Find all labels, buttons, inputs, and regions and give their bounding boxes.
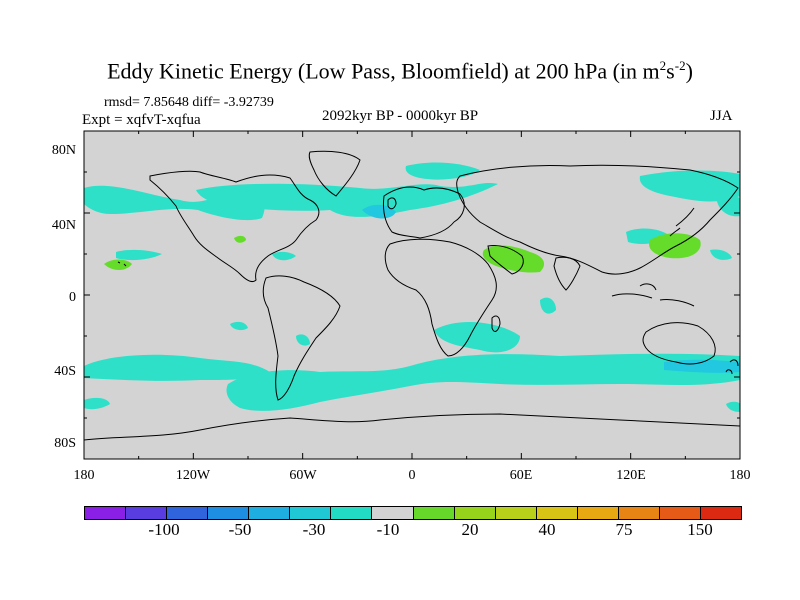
lat-label: 40S — [54, 364, 76, 379]
colorbar-swatch — [413, 507, 455, 519]
anomaly-teal-north-pacific — [84, 185, 265, 221]
coast-japan — [669, 207, 695, 237]
lat-label: 0 — [69, 290, 76, 305]
anomaly-teal-west-pacific — [710, 249, 732, 260]
colorbar-label: -10 — [376, 520, 400, 539]
coast-greenland — [308, 150, 361, 197]
anomaly-teal-north-america — [196, 183, 498, 217]
colorbar-swatch — [577, 507, 619, 519]
anomaly-green-atlantic-small — [234, 235, 246, 243]
anomaly-teal-south-pacific-west — [84, 397, 110, 410]
anomaly-cyan-south-indian — [664, 359, 740, 373]
anomaly-teal-central-pacific — [116, 249, 162, 261]
coast-antarctica — [84, 413, 740, 441]
experiment-label: Expt = xqfvT-xqfua — [82, 112, 201, 128]
coast-australia — [642, 322, 716, 365]
lon-label: 60E — [509, 468, 533, 483]
colorbar-swatch — [454, 507, 496, 519]
stats-text: rmsd= 7.85648 diff= -3.92739 — [104, 95, 274, 110]
anomaly-teal-east-africa — [540, 297, 556, 314]
season-label: JJA — [710, 108, 733, 124]
colorbar-label: -30 — [302, 520, 326, 539]
lon-label: 120E — [616, 468, 646, 483]
coast-hawaii — [117, 261, 127, 267]
anomaly-teal-nw-pacific — [716, 193, 740, 217]
lat-label: 80S — [54, 436, 76, 451]
lon-label: 60W — [289, 468, 317, 483]
lon-label: 0 — [408, 468, 416, 483]
colorbar-swatch — [659, 507, 701, 519]
anomaly-teal-south-indian — [434, 322, 520, 353]
anomaly-teal-south-pacific — [84, 354, 270, 381]
anomaly-fields — [84, 162, 740, 412]
colorbar-label: -100 — [148, 520, 180, 539]
coast-madagascar — [491, 315, 501, 332]
axis-ticks — [83, 130, 741, 460]
colorbar-swatch — [85, 507, 127, 519]
period-label: 2092kyr BP - 0000kyr BP — [322, 108, 479, 124]
lat-label: 80N — [51, 143, 76, 158]
colorbar-label: 150 — [687, 520, 713, 539]
anomaly-green-arabia — [482, 245, 545, 273]
anomaly-teal-south-indian-east — [726, 401, 740, 412]
colorbar-swatch — [290, 507, 332, 519]
colorbar-swatch — [208, 507, 250, 519]
colorbar-swatch — [618, 507, 660, 519]
anomaly-green-pacific-small — [104, 259, 132, 270]
lon-label: 180 — [73, 468, 95, 483]
coast-north-america — [149, 170, 320, 283]
colorbar-label: 40 — [538, 520, 556, 539]
colorbar-label: -50 — [228, 520, 252, 539]
coast-africa — [384, 238, 497, 357]
colorbar-swatch — [536, 507, 578, 519]
colorbar-swatch — [126, 507, 168, 519]
colorbar-swatch — [331, 507, 373, 519]
map-title: Eddy Kinetic Energy (Low Pass, Bloomfiel… — [107, 58, 693, 84]
colorbar-swatch — [249, 507, 291, 519]
colorbar-label: 20 — [461, 520, 479, 539]
anomaly-cyan-north-atlantic — [362, 204, 396, 219]
colorbar-swatch — [495, 507, 537, 519]
lon-label: 180 — [729, 468, 751, 483]
colorbar-label: 75 — [615, 520, 633, 539]
anomaly-teal-south-atlantic-small — [230, 321, 248, 331]
coast-arabia — [487, 245, 524, 275]
anomaly-teal-south-ocean — [226, 353, 740, 411]
coast-south-america — [262, 275, 341, 401]
anomaly-teal-mid-atlantic — [272, 251, 296, 261]
coast-india — [553, 256, 581, 291]
coast-asia — [456, 164, 739, 275]
coast-indonesia — [611, 283, 695, 307]
coast-british-isles — [387, 197, 397, 210]
anomaly-teal-andes — [296, 334, 310, 346]
coast-new-zealand — [725, 359, 739, 375]
lon-label: 120W — [175, 468, 211, 483]
colorbar-swatch — [167, 507, 209, 519]
colorbar-swatch — [372, 507, 414, 519]
colorbar-swatch — [700, 507, 741, 519]
lat-label: 40N — [51, 218, 76, 233]
coastlines — [84, 150, 740, 441]
anomaly-teal-asia — [639, 170, 740, 202]
coast-europe — [383, 186, 465, 239]
colorbar — [84, 506, 742, 520]
